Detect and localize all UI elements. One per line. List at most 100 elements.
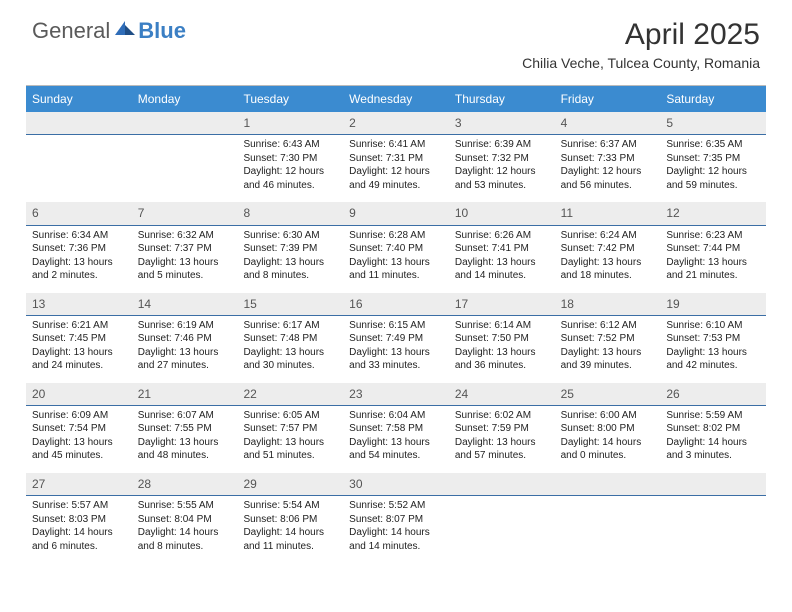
daylight-text: Daylight: 14 hours and 0 minutes. — [561, 436, 655, 463]
sunrise-text: Sunrise: 6:35 AM — [666, 138, 760, 152]
day-number: 16 — [343, 293, 449, 316]
sunrise-text: Sunrise: 6:15 AM — [349, 319, 443, 333]
day-number — [26, 112, 132, 135]
day-content: Sunrise: 5:52 AMSunset: 8:07 PMDaylight:… — [343, 496, 449, 563]
sunrise-text: Sunrise: 6:30 AM — [243, 229, 337, 243]
sunrise-text: Sunrise: 6:04 AM — [349, 409, 443, 423]
sunset-text: Sunset: 7:42 PM — [561, 242, 655, 256]
sunrise-text: Sunrise: 6:19 AM — [138, 319, 232, 333]
sunrise-text: Sunrise: 6:10 AM — [666, 319, 760, 333]
day-number: 24 — [449, 383, 555, 406]
day-number: 19 — [660, 293, 766, 316]
daylight-text: Daylight: 13 hours and 2 minutes. — [32, 256, 126, 283]
weekday-header: Monday — [132, 86, 238, 112]
daylight-text: Daylight: 14 hours and 6 minutes. — [32, 526, 126, 553]
day-content: Sunrise: 6:14 AMSunset: 7:50 PMDaylight:… — [449, 316, 555, 383]
sunset-text: Sunset: 7:41 PM — [455, 242, 549, 256]
weekday-header: Tuesday — [237, 86, 343, 112]
sunset-text: Sunset: 7:50 PM — [455, 332, 549, 346]
sunrise-text: Sunrise: 6:41 AM — [349, 138, 443, 152]
sunset-text: Sunset: 7:55 PM — [138, 422, 232, 436]
daylight-text: Daylight: 14 hours and 3 minutes. — [666, 436, 760, 463]
sunset-text: Sunset: 7:46 PM — [138, 332, 232, 346]
day-content: Sunrise: 6:41 AMSunset: 7:31 PMDaylight:… — [343, 135, 449, 202]
day-number: 1 — [237, 112, 343, 135]
page-subtitle: Chilia Veche, Tulcea County, Romania — [522, 55, 760, 71]
day-number-row: 27282930 — [26, 473, 766, 496]
day-content — [660, 496, 766, 563]
daylight-text: Daylight: 13 hours and 21 minutes. — [666, 256, 760, 283]
sunrise-text: Sunrise: 6:24 AM — [561, 229, 655, 243]
weekday-header: Thursday — [449, 86, 555, 112]
day-content: Sunrise: 6:09 AMSunset: 7:54 PMDaylight:… — [26, 406, 132, 473]
daylight-text: Daylight: 12 hours and 49 minutes. — [349, 165, 443, 192]
day-number: 12 — [660, 202, 766, 225]
page-header: General Blue April 2025 Chilia Veche, Tu… — [0, 0, 792, 77]
logo-text-blue: Blue — [138, 18, 186, 44]
daylight-text: Daylight: 14 hours and 11 minutes. — [243, 526, 337, 553]
sunset-text: Sunset: 7:59 PM — [455, 422, 549, 436]
day-content: Sunrise: 6:19 AMSunset: 7:46 PMDaylight:… — [132, 316, 238, 383]
sunrise-text: Sunrise: 6:23 AM — [666, 229, 760, 243]
day-number: 11 — [555, 202, 661, 225]
weekday-header: Saturday — [660, 86, 766, 112]
title-block: April 2025 Chilia Veche, Tulcea County, … — [522, 18, 760, 71]
sunset-text: Sunset: 7:53 PM — [666, 332, 760, 346]
day-number — [132, 112, 238, 135]
day-content: Sunrise: 6:00 AMSunset: 8:00 PMDaylight:… — [555, 406, 661, 473]
day-content: Sunrise: 6:21 AMSunset: 7:45 PMDaylight:… — [26, 316, 132, 383]
sunrise-text: Sunrise: 6:17 AM — [243, 319, 337, 333]
day-content: Sunrise: 6:39 AMSunset: 7:32 PMDaylight:… — [449, 135, 555, 202]
daylight-text: Daylight: 13 hours and 39 minutes. — [561, 346, 655, 373]
sunset-text: Sunset: 7:36 PM — [32, 242, 126, 256]
sunrise-text: Sunrise: 5:55 AM — [138, 499, 232, 513]
sunset-text: Sunset: 7:57 PM — [243, 422, 337, 436]
sunrise-text: Sunrise: 5:52 AM — [349, 499, 443, 513]
day-number: 10 — [449, 202, 555, 225]
day-content: Sunrise: 6:15 AMSunset: 7:49 PMDaylight:… — [343, 316, 449, 383]
day-number: 5 — [660, 112, 766, 135]
sunrise-text: Sunrise: 6:39 AM — [455, 138, 549, 152]
sunset-text: Sunset: 7:52 PM — [561, 332, 655, 346]
sunrise-text: Sunrise: 6:43 AM — [243, 138, 337, 152]
day-number: 20 — [26, 383, 132, 406]
day-number: 2 — [343, 112, 449, 135]
daylight-text: Daylight: 12 hours and 46 minutes. — [243, 165, 337, 192]
sunrise-text: Sunrise: 6:34 AM — [32, 229, 126, 243]
day-content: Sunrise: 6:32 AMSunset: 7:37 PMDaylight:… — [132, 226, 238, 293]
day-content: Sunrise: 6:24 AMSunset: 7:42 PMDaylight:… — [555, 226, 661, 293]
sunset-text: Sunset: 7:33 PM — [561, 152, 655, 166]
day-number: 17 — [449, 293, 555, 316]
sunrise-text: Sunrise: 6:28 AM — [349, 229, 443, 243]
daylight-text: Daylight: 13 hours and 51 minutes. — [243, 436, 337, 463]
day-content — [26, 135, 132, 202]
day-content: Sunrise: 6:10 AMSunset: 7:53 PMDaylight:… — [660, 316, 766, 383]
day-content: Sunrise: 5:54 AMSunset: 8:06 PMDaylight:… — [237, 496, 343, 563]
day-number: 14 — [132, 293, 238, 316]
day-number: 27 — [26, 473, 132, 496]
daylight-text: Daylight: 14 hours and 8 minutes. — [138, 526, 232, 553]
daylight-text: Daylight: 13 hours and 24 minutes. — [32, 346, 126, 373]
day-number: 22 — [237, 383, 343, 406]
sunrise-text: Sunrise: 6:14 AM — [455, 319, 549, 333]
sunset-text: Sunset: 7:37 PM — [138, 242, 232, 256]
sunset-text: Sunset: 7:54 PM — [32, 422, 126, 436]
day-content: Sunrise: 6:02 AMSunset: 7:59 PMDaylight:… — [449, 406, 555, 473]
daylight-text: Daylight: 13 hours and 18 minutes. — [561, 256, 655, 283]
sunset-text: Sunset: 7:45 PM — [32, 332, 126, 346]
day-number — [660, 473, 766, 496]
day-number: 15 — [237, 293, 343, 316]
day-number — [555, 473, 661, 496]
sunset-text: Sunset: 7:40 PM — [349, 242, 443, 256]
sunset-text: Sunset: 7:39 PM — [243, 242, 337, 256]
day-number: 23 — [343, 383, 449, 406]
daylight-text: Daylight: 13 hours and 5 minutes. — [138, 256, 232, 283]
daylight-text: Daylight: 13 hours and 11 minutes. — [349, 256, 443, 283]
sunrise-text: Sunrise: 5:54 AM — [243, 499, 337, 513]
day-content — [555, 496, 661, 563]
day-number: 13 — [26, 293, 132, 316]
day-content — [132, 135, 238, 202]
day-number-row: 20212223242526 — [26, 383, 766, 406]
sunrise-text: Sunrise: 5:59 AM — [666, 409, 760, 423]
sunset-text: Sunset: 7:49 PM — [349, 332, 443, 346]
